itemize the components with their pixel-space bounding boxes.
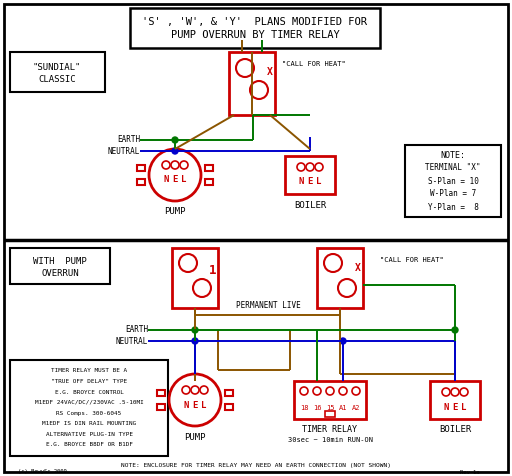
Text: A2: A2: [352, 405, 360, 411]
Text: A1: A1: [339, 405, 347, 411]
Text: L: L: [461, 403, 466, 411]
Text: E.G. BROYCE B8DF OR B1DF: E.G. BROYCE B8DF OR B1DF: [46, 442, 133, 447]
Text: PUMP: PUMP: [184, 433, 206, 442]
Circle shape: [452, 327, 458, 333]
Bar: [137, 165, 145, 171]
Text: NOTE:: NOTE:: [440, 151, 465, 160]
Text: N: N: [298, 178, 304, 187]
Bar: [225, 404, 233, 410]
Text: OVERRUN: OVERRUN: [41, 269, 79, 278]
Text: "CALL FOR HEAT": "CALL FOR HEAT": [380, 257, 444, 263]
Text: "TRUE OFF DELAY" TYPE: "TRUE OFF DELAY" TYPE: [51, 379, 127, 384]
Text: TIMER RELAY MUST BE A: TIMER RELAY MUST BE A: [51, 368, 127, 374]
Circle shape: [192, 327, 198, 333]
Text: 30sec ~ 10min RUN-ON: 30sec ~ 10min RUN-ON: [288, 437, 373, 443]
Text: TERMINAL "X": TERMINAL "X": [425, 163, 481, 172]
Circle shape: [340, 338, 346, 344]
Text: 16: 16: [313, 405, 321, 411]
Text: (c) BewySc 2009: (c) BewySc 2009: [18, 469, 67, 475]
Text: N: N: [163, 176, 168, 185]
Bar: [225, 390, 233, 396]
Bar: [137, 179, 145, 185]
Text: N: N: [443, 403, 449, 411]
Text: W-Plan = 7: W-Plan = 7: [430, 189, 476, 198]
Text: E: E: [193, 400, 198, 409]
Text: L: L: [181, 176, 187, 185]
Bar: [172, 248, 218, 308]
Text: L: L: [201, 400, 207, 409]
Text: NOTE: ENCLOSURE FOR TIMER RELAY MAY NEED AN EARTH CONNECTION (NOT SHOWN): NOTE: ENCLOSURE FOR TIMER RELAY MAY NEED…: [121, 464, 391, 468]
Text: X: X: [267, 67, 273, 77]
Bar: [317, 248, 363, 308]
Text: PUMP OVERRUN BY TIMER RELAY: PUMP OVERRUN BY TIMER RELAY: [170, 30, 339, 40]
Text: "SUNDIAL": "SUNDIAL": [33, 62, 81, 71]
Text: Rev 1a: Rev 1a: [460, 469, 480, 475]
Circle shape: [192, 338, 198, 344]
Text: 15: 15: [326, 405, 334, 411]
Bar: [294, 381, 366, 419]
Text: "CALL FOR HEAT": "CALL FOR HEAT": [282, 61, 346, 67]
Text: E.G. BROYCE CONTROL: E.G. BROYCE CONTROL: [55, 389, 123, 395]
Text: EARTH: EARTH: [125, 326, 148, 335]
Text: E: E: [452, 403, 458, 411]
Text: S-Plan = 10: S-Plan = 10: [428, 177, 478, 186]
Text: N: N: [183, 400, 189, 409]
Text: E: E: [173, 176, 178, 185]
Text: PERMANENT LIVE: PERMANENT LIVE: [236, 300, 301, 309]
Text: NEUTRAL: NEUTRAL: [108, 147, 140, 156]
Bar: [10, 360, 168, 456]
Circle shape: [172, 137, 178, 143]
Bar: [325, 411, 335, 417]
Text: PUMP: PUMP: [164, 208, 186, 217]
Bar: [285, 156, 335, 194]
Text: 'S' , 'W', & 'Y'  PLANS MODIFIED FOR: 'S' , 'W', & 'Y' PLANS MODIFIED FOR: [142, 17, 368, 27]
Bar: [405, 145, 501, 217]
Bar: [229, 52, 275, 115]
Text: M1EDF IS DIN RAIL MOUNTING: M1EDF IS DIN RAIL MOUNTING: [42, 421, 136, 426]
Text: CLASSIC: CLASSIC: [38, 76, 76, 85]
Text: RS Comps. 300-6045: RS Comps. 300-6045: [56, 410, 122, 416]
Bar: [157, 390, 165, 396]
Bar: [10, 52, 105, 92]
Bar: [10, 248, 110, 284]
Text: ALTERNATIVE PLUG-IN TYPE: ALTERNATIVE PLUG-IN TYPE: [46, 432, 133, 436]
Text: NEUTRAL: NEUTRAL: [116, 337, 148, 346]
Text: 1: 1: [209, 264, 217, 277]
Text: X: X: [355, 263, 361, 273]
Bar: [130, 8, 380, 48]
Text: TIMER RELAY: TIMER RELAY: [303, 426, 357, 435]
Text: Y-Plan =  8: Y-Plan = 8: [428, 202, 478, 211]
Bar: [157, 404, 165, 410]
Text: BOILER: BOILER: [439, 426, 471, 435]
Text: BOILER: BOILER: [294, 200, 326, 209]
Bar: [205, 179, 213, 185]
Bar: [205, 165, 213, 171]
Text: E: E: [307, 178, 313, 187]
Text: L: L: [316, 178, 322, 187]
Text: 18: 18: [300, 405, 308, 411]
Text: EARTH: EARTH: [117, 136, 140, 145]
Text: WITH  PUMP: WITH PUMP: [33, 257, 87, 266]
Text: M1EDF 24VAC/DC//230VAC .5-10MI: M1EDF 24VAC/DC//230VAC .5-10MI: [35, 400, 143, 405]
Circle shape: [172, 148, 178, 154]
Bar: [430, 381, 480, 419]
